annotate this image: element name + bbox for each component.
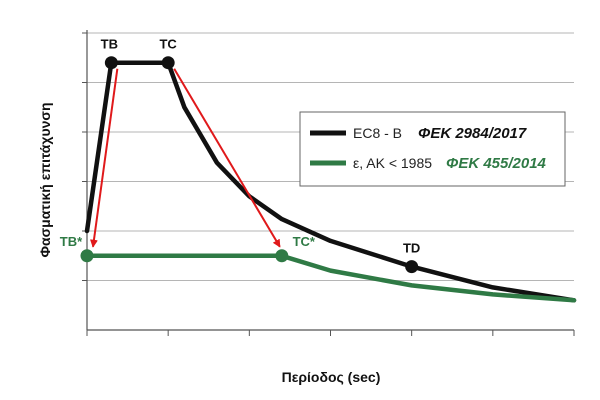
shift-arrow	[89, 68, 119, 248]
corner-point	[104, 56, 118, 70]
y-axis-title: Φασματική επιτάχυνση	[37, 102, 53, 257]
corner-point	[161, 56, 175, 70]
legend-label-ec8: EC8 - B	[353, 125, 402, 141]
shift-arrow	[173, 68, 281, 248]
corner-point-label: TB	[101, 37, 118, 52]
series-line-1	[84, 253, 577, 303]
corner-point	[80, 249, 94, 263]
legend-ref-ec8: ΦΕΚ 2984/2017	[418, 125, 527, 142]
corner-point	[405, 260, 419, 274]
axes	[82, 30, 575, 336]
shift-arrows	[89, 68, 281, 248]
legend-box	[299, 111, 566, 187]
corner-points: TB TC TD TB* TC*	[60, 37, 420, 274]
legend: EC8 - B ΦΕΚ 2984/2017 ε, ΑΚ < 1985 ΦΕΚ 4…	[299, 111, 566, 187]
x-axis-title: Περίοδος (sec)	[282, 369, 381, 385]
corner-point-label: TB*	[60, 234, 83, 249]
corner-point	[275, 249, 289, 263]
corner-point-label: TD	[403, 241, 420, 256]
corner-point-label: TC	[159, 37, 177, 52]
legend-ref-old: ΦΕΚ 455/2014	[446, 155, 547, 172]
legend-label-old: ε, ΑΚ < 1985	[353, 155, 432, 171]
corner-point-label: TC*	[293, 234, 316, 249]
